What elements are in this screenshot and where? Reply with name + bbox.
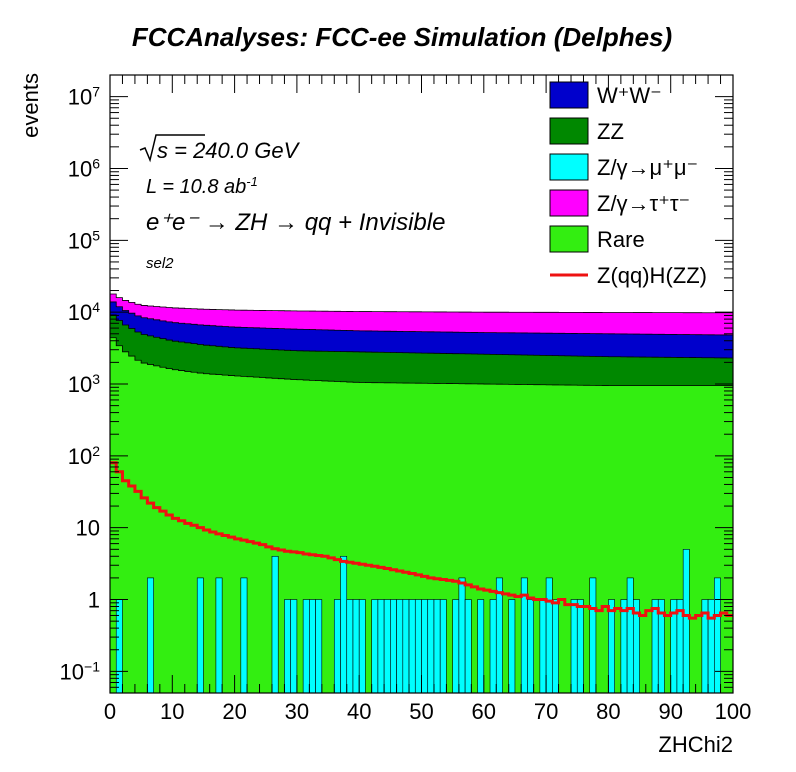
x-axis-label: ZHChi2	[658, 732, 733, 757]
legend-item-zqqhzz: Z(qq)H(ZZ)	[550, 263, 707, 288]
zmumu-bin	[377, 599, 385, 694]
zmumu-bin	[346, 599, 354, 694]
zmumu-bin	[608, 599, 615, 694]
zmumu-bin	[714, 577, 721, 694]
zmumu-bin	[396, 599, 404, 694]
zmumu-bin	[196, 577, 204, 694]
zmumu-bin	[527, 599, 534, 694]
legend-label: ZZ	[597, 119, 624, 144]
x-tick-label: 40	[347, 699, 371, 724]
y-tick-label: 10−1	[60, 658, 101, 684]
x-tick-label: 50	[409, 699, 433, 724]
zmumu-bin	[458, 577, 466, 694]
legend-label: W⁺W⁻	[597, 83, 662, 108]
zmumu-bin	[271, 555, 279, 694]
x-tick-label: 10	[160, 699, 184, 724]
zmumu-bin	[539, 599, 547, 694]
zmumu-bin	[589, 577, 597, 694]
zmumu-bin	[215, 577, 223, 694]
zmumu-bin	[284, 599, 291, 694]
zmumu-bin	[626, 577, 634, 694]
zmumu-bin	[315, 599, 323, 694]
process-annotation: e⁺e⁻ → ZH → qq + Invisible	[146, 209, 445, 236]
zmumu-bin	[390, 599, 397, 694]
plot-area	[109, 293, 734, 694]
zmumu-bin	[620, 599, 628, 694]
legend-label: Z/γ→μ⁺μ⁻	[597, 155, 698, 180]
zmumu-bin	[682, 549, 690, 694]
zmumu-bin	[352, 599, 360, 694]
x-tick-label: 0	[104, 699, 116, 724]
zmumu-bin	[552, 599, 559, 694]
signal-line-zqqhzz	[110, 461, 733, 620]
sqrt-s-annotation: s = 240.0 GeV	[139, 134, 301, 163]
legend-label: Rare	[597, 227, 645, 252]
annotations: s = 240.0 GeV L = 10.8 ab-1 e⁺e⁻ → ZH → …	[139, 134, 445, 272]
zmumu-bin	[333, 599, 341, 694]
x-tick-label: 90	[658, 699, 682, 724]
axes: 0 10 20 30 40 50 60 70 80 90 100 10−1 1 10 102 103 104 10…	[60, 74, 752, 724]
legend-swatch	[549, 189, 589, 217]
zmumu-bin	[402, 599, 410, 694]
y-axis-label: events	[18, 73, 43, 138]
legend-label: Z/γ→τ⁺τ⁻	[597, 191, 690, 216]
zmumu-bin	[570, 599, 578, 694]
legend-item-ww: W⁺W⁻	[549, 81, 662, 109]
zmumu-bin	[302, 599, 310, 694]
y-tick-label: 1	[88, 588, 100, 613]
zmumu-bin	[147, 577, 154, 694]
zmumu-bin	[421, 599, 429, 694]
zmumu-bin	[383, 599, 391, 694]
zmumu-bin	[408, 599, 416, 694]
luminosity-annotation: L = 10.8 ab-1	[146, 174, 258, 199]
y-tick-label: 105	[68, 227, 100, 253]
legend-label: Z(qq)H(ZZ)	[597, 263, 707, 288]
x-tick-label: 70	[534, 699, 558, 724]
zmumu-bin	[371, 599, 379, 694]
y-tick-label: 104	[68, 299, 100, 325]
legend-swatch	[549, 225, 589, 253]
chart-title: FCCAnalyses: FCC-ee Simulation (Delphes)	[132, 22, 672, 52]
x-tick-label: 20	[222, 699, 246, 724]
legend-item-zmumu: Z/γ→μ⁺μ⁻	[549, 153, 698, 181]
zmumu-bin	[464, 599, 472, 694]
y-tick-label: 106	[68, 155, 100, 181]
x-tick-label: 100	[715, 699, 752, 724]
legend-item-rare: Rare	[549, 225, 645, 253]
svg-text:L = 10.8 ab-1: L = 10.8 ab-1	[146, 174, 258, 199]
zmumu-bin	[240, 577, 248, 694]
legend-item-ztautau: Z/γ→τ⁺τ⁻	[549, 189, 690, 217]
y-tick-label: 103	[68, 371, 100, 397]
legend-item-zz: ZZ	[549, 117, 624, 145]
zmumu-bin	[452, 599, 460, 694]
zmumu-bin	[477, 599, 485, 694]
zmumu-bin	[433, 599, 441, 694]
zmumu-bin	[358, 599, 366, 694]
legend-swatch	[549, 153, 589, 181]
y-tick-label: 107	[68, 84, 100, 110]
zmumu-bin	[489, 599, 497, 694]
zmumu-bin	[545, 577, 553, 694]
zmumu-bin	[439, 599, 447, 694]
zmumu-bin	[576, 599, 584, 694]
zmumu-bin	[115, 599, 123, 694]
y-tick-label: 10	[76, 516, 100, 541]
x-tick-label: 60	[472, 699, 496, 724]
y-tick-label: 102	[68, 443, 100, 469]
x-tick-label: 30	[285, 699, 309, 724]
zmumu-bin	[309, 599, 316, 694]
legend-swatch	[549, 117, 589, 145]
x-tick-label: 80	[596, 699, 620, 724]
zmumu-bin	[427, 599, 435, 694]
zmumu-bin	[508, 599, 516, 694]
svg-text:s = 240.0 GeV: s = 240.0 GeV	[157, 138, 301, 163]
legend-swatch	[549, 81, 589, 109]
legend: W⁺W⁻ ZZ Z/γ→μ⁺μ⁻ Z/γ→τ⁺τ⁻ Rare Z(qq)H(ZZ)	[549, 81, 707, 288]
zmumu-bin	[414, 599, 422, 694]
zmumu-bin	[290, 599, 298, 694]
selection-annotation: sel2	[146, 255, 174, 272]
zmumu-bin	[340, 555, 348, 694]
